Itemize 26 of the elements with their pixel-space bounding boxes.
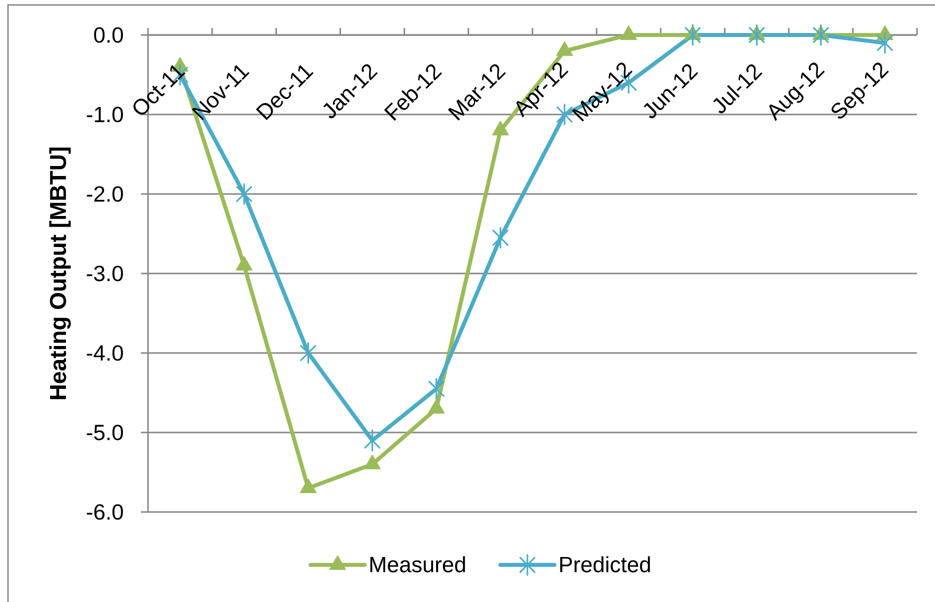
y-tick-label: -4.0 (86, 345, 123, 361)
point (684, 24, 701, 46)
legend-label: Predicted (560, 556, 650, 572)
y-tick-label: -5.0 (86, 424, 123, 440)
y-tick-label: -2.0 (86, 186, 123, 202)
point (364, 430, 380, 452)
y-tick-label: -3.0 (86, 266, 123, 282)
point (492, 226, 508, 249)
point (748, 24, 765, 46)
point (236, 256, 252, 271)
point (812, 24, 829, 46)
point (364, 454, 381, 470)
point (556, 41, 573, 56)
point (300, 478, 317, 494)
point (236, 183, 252, 205)
legend-label: Measured (370, 556, 465, 572)
point (620, 25, 637, 40)
point (428, 378, 444, 400)
y-tick-label: -6.0 (86, 504, 123, 520)
point (492, 120, 509, 136)
y-axis-title: Heating Output [MBTU] (49, 148, 71, 400)
point (876, 32, 893, 54)
point (428, 399, 445, 414)
y-tick-label: -1.0 (86, 106, 123, 122)
point (300, 342, 316, 364)
y-tick-label: 0.0 (94, 27, 123, 43)
